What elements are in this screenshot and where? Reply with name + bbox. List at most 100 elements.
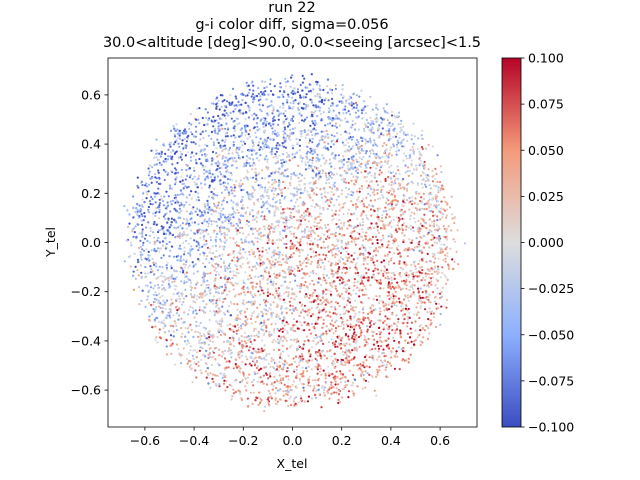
scatter-point	[403, 210, 406, 213]
scatter-point	[145, 275, 148, 278]
scatter-point	[244, 133, 247, 136]
scatter-point	[376, 358, 379, 361]
scatter-point	[199, 253, 202, 256]
scatter-point	[248, 373, 251, 376]
scatter-point	[147, 290, 150, 294]
scatter-point	[283, 225, 286, 228]
scatter-point	[285, 392, 288, 395]
scatter-point	[298, 172, 301, 175]
scatter-point	[436, 215, 439, 218]
scatter-point	[261, 148, 264, 151]
scatter-point	[419, 306, 422, 309]
scatter-point	[385, 143, 388, 147]
scatter-point	[449, 206, 452, 209]
scatter-point	[306, 400, 309, 403]
scatter-point	[189, 363, 192, 367]
scatter-point	[214, 129, 217, 132]
scatter-point	[378, 169, 381, 172]
scatter-point	[381, 164, 384, 167]
scatter-point	[246, 191, 249, 194]
scatter-point	[335, 198, 338, 201]
scatter-point	[355, 324, 358, 327]
scatter-point	[295, 174, 298, 177]
scatter-point	[140, 299, 143, 302]
scatter-point	[208, 336, 211, 339]
scatter-point	[279, 398, 282, 401]
scatter-point	[277, 208, 280, 211]
scatter-point	[336, 359, 339, 362]
scatter-point	[380, 345, 383, 348]
scatter-point	[270, 222, 273, 225]
scatter-point	[412, 148, 415, 151]
scatter-point	[386, 191, 389, 194]
scatter-point	[252, 202, 256, 205]
scatter-point	[375, 162, 378, 165]
scatter-point	[372, 144, 375, 147]
scatter-point	[199, 342, 202, 345]
scatter-point	[149, 265, 152, 268]
scatter-point	[288, 181, 291, 185]
scatter-point	[344, 361, 347, 364]
scatter-point	[169, 316, 172, 319]
scatter-point	[337, 213, 340, 216]
scatter-point	[210, 137, 213, 140]
scatter-point	[383, 142, 386, 145]
scatter-point	[200, 211, 203, 214]
scatter-point	[402, 177, 405, 181]
scatter-point	[225, 360, 228, 363]
scatter-point	[405, 264, 408, 267]
scatter-point	[334, 380, 337, 383]
scatter-point	[252, 384, 255, 387]
scatter-point	[153, 243, 156, 246]
scatter-point	[424, 185, 428, 188]
scatter-point	[371, 348, 374, 351]
scatter-point	[400, 213, 403, 216]
scatter-point	[328, 186, 331, 189]
scatter-point	[172, 314, 175, 317]
scatter-point	[168, 184, 172, 187]
scatter-point	[272, 348, 275, 351]
scatter-point	[279, 388, 282, 391]
scatter-point	[155, 138, 158, 141]
scatter-point	[198, 157, 201, 161]
scatter-point	[141, 183, 144, 187]
scatter-point	[345, 309, 348, 312]
scatter-point	[427, 168, 430, 171]
scatter-point	[272, 254, 275, 257]
scatter-point	[427, 295, 430, 298]
scatter-point	[256, 237, 259, 240]
scatter-point	[177, 132, 180, 135]
scatter-point	[376, 242, 379, 245]
scatter-point	[292, 92, 295, 96]
scatter-point	[416, 336, 419, 339]
scatter-point	[233, 186, 236, 189]
scatter-point	[258, 303, 262, 306]
scatter-point	[239, 381, 242, 384]
scatter-point	[249, 157, 252, 160]
scatter-point	[287, 95, 290, 98]
scatter-point	[225, 106, 228, 109]
scatter-point	[388, 318, 391, 321]
scatter-point	[199, 335, 202, 338]
scatter-point	[279, 85, 282, 88]
scatter-point	[281, 188, 284, 191]
scatter-point	[291, 74, 294, 77]
scatter-point	[434, 167, 437, 170]
scatter-point	[302, 389, 305, 392]
scatter-point	[265, 383, 269, 386]
scatter-point	[335, 114, 338, 117]
scatter-point	[303, 183, 306, 186]
scatter-point	[257, 87, 260, 90]
scatter-point	[252, 287, 255, 290]
scatter-point	[261, 177, 264, 180]
scatter-point	[409, 214, 412, 217]
scatter-point	[267, 401, 270, 404]
scatter-point	[408, 169, 412, 172]
scatter-point	[179, 355, 182, 358]
scatter-point	[381, 220, 384, 223]
scatter-point	[376, 213, 379, 216]
scatter-point	[296, 337, 299, 340]
scatter-point	[237, 211, 240, 214]
scatter-point	[264, 188, 267, 191]
scatter-point	[245, 159, 248, 162]
